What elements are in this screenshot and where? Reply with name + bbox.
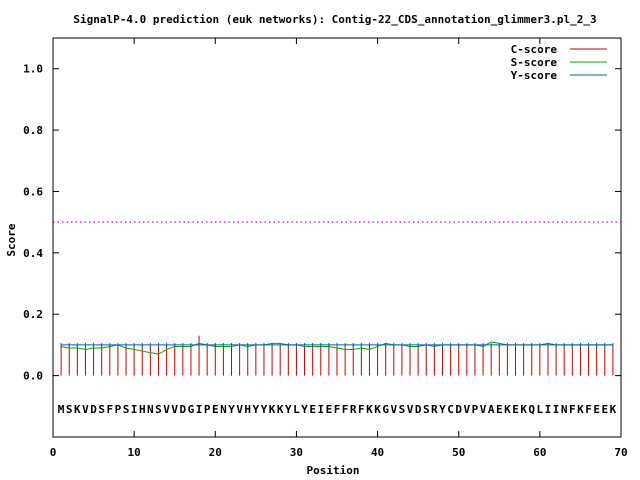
sequence-residue: A	[488, 403, 495, 416]
x-axis-label: Position	[307, 464, 360, 477]
x-tick-label: 50	[452, 446, 465, 459]
y-tick-label: 0.6	[23, 185, 43, 198]
y-tick-label: 0.8	[23, 124, 43, 137]
sequence-residue: Y	[228, 403, 235, 416]
plot-area: 0.00.20.40.60.81.00 10 20 30 40 50 60 70M S K V D S F…	[23, 37, 628, 459]
sequence-residue: G	[188, 403, 195, 416]
sequence-residue: V	[82, 403, 89, 416]
sequence-residue: F	[569, 403, 576, 416]
sequence-residue: N	[220, 403, 227, 416]
sequence-residue: F	[585, 403, 592, 416]
sequence-residue: E	[512, 403, 519, 416]
sequence-residue: H	[244, 403, 251, 416]
y-tick-label: 1.0	[23, 63, 43, 76]
y-tick-label: 0.0	[23, 370, 43, 383]
sequence-residue: S	[155, 403, 162, 416]
sequence-residue: K	[577, 403, 584, 416]
x-tick-label: 0	[50, 446, 57, 459]
sequence-residue: D	[180, 403, 187, 416]
legend-label: C-score	[511, 43, 558, 56]
sequence-residue: K	[610, 403, 617, 416]
sequence-residue: K	[504, 403, 511, 416]
sequence-residue: E	[601, 403, 608, 416]
sequence-residue: S	[98, 403, 105, 416]
x-tick-label: 60	[533, 446, 546, 459]
sequence-residue: P	[472, 403, 479, 416]
sequence-residue: K	[277, 403, 284, 416]
sequence-residue: K	[374, 403, 381, 416]
sequence-residue: E	[212, 403, 219, 416]
sequence-residue: H	[139, 403, 146, 416]
sequence-residue: Q	[528, 403, 535, 416]
legend-label: S-score	[511, 56, 558, 69]
sequence-residue: V	[171, 403, 178, 416]
sequence-residue: K	[520, 403, 527, 416]
sequence-residue: F	[106, 403, 113, 416]
sequence-residue: D	[90, 403, 97, 416]
sequence-residue: I	[317, 403, 324, 416]
sequence-residue: V	[390, 403, 397, 416]
sequence-residue: R	[350, 403, 357, 416]
sequence-residue: E	[309, 403, 316, 416]
y-tick-label: 0.2	[23, 308, 43, 321]
sequence-residue: E	[496, 403, 503, 416]
sequence-residue: E	[593, 403, 600, 416]
sequence-residue: F	[334, 403, 341, 416]
sequence-residue: F	[342, 403, 349, 416]
x-tick-label: 20	[209, 446, 222, 459]
sequence-residue: N	[561, 403, 568, 416]
chart-title: SignalP-4.0 prediction (euk networks): C…	[73, 13, 596, 26]
x-tick-label: 40	[371, 446, 384, 459]
sequence-residue: L	[537, 403, 544, 416]
sequence-residue: M	[58, 403, 65, 416]
sequence-residue: R	[431, 403, 438, 416]
sequence-residue: S	[423, 403, 430, 416]
x-tick-label: 70	[614, 446, 627, 459]
sequence-residue: S	[123, 403, 130, 416]
sequence-residue: K	[269, 403, 276, 416]
sequence-residue: D	[455, 403, 462, 416]
sequence-residue: V	[163, 403, 170, 416]
sequence-residue: S	[399, 403, 406, 416]
sequence-residue: E	[326, 403, 333, 416]
sequence-residue: Y	[285, 403, 292, 416]
sequence-residue: S	[66, 403, 73, 416]
sequence-residue: Y	[261, 403, 268, 416]
sequence-residue: P	[115, 403, 122, 416]
sequence-residue: N	[147, 403, 154, 416]
sequence-residue: V	[464, 403, 471, 416]
sequence-residue: I	[545, 403, 552, 416]
sequence-residue: G	[382, 403, 389, 416]
legend-label: Y-score	[511, 69, 558, 82]
y-axis-label: Score	[5, 223, 18, 256]
sequence-residue: K	[366, 403, 373, 416]
sequence-residue: I	[196, 403, 203, 416]
plot-border	[52, 37, 622, 438]
sequence-residue: F	[358, 403, 365, 416]
y-tick-label: 0.4	[23, 247, 43, 260]
sequence-residue: Y	[301, 403, 308, 416]
sequence-residue: K	[74, 403, 81, 416]
x-tick-label: 30	[290, 446, 303, 459]
sequence-residue: D	[415, 403, 422, 416]
sequence-residue: C	[447, 403, 454, 416]
sequence-residue: Y	[253, 403, 260, 416]
sequence-residue: V	[480, 403, 487, 416]
sequence-residue: Y	[439, 403, 446, 416]
sequence-residue: V	[236, 403, 243, 416]
x-tick-label: 10	[128, 446, 141, 459]
sequence-residue: I	[131, 403, 138, 416]
sequence-residue: V	[407, 403, 414, 416]
sequence-residue: L	[293, 403, 300, 416]
sequence-residue: P	[204, 403, 211, 416]
sequence-residue: I	[553, 403, 560, 416]
